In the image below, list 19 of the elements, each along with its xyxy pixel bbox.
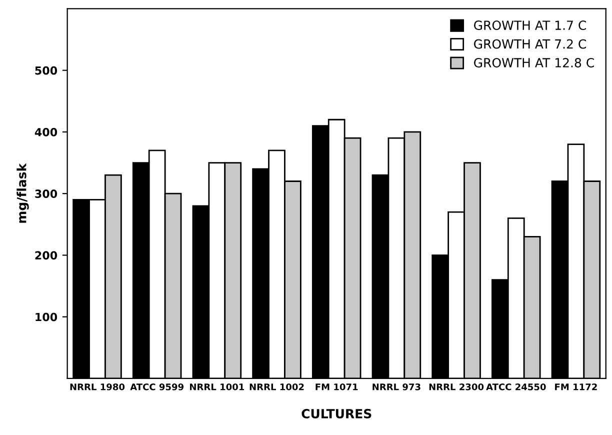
y-tick-label: 300 [35, 190, 58, 198]
y-tick-label: 100 [36, 312, 58, 322]
x-tick-label: ATCC 24550 [486, 383, 546, 390]
x-tick-label: NRRL 1001 [190, 383, 244, 390]
x-axis-title: CULTURES [302, 408, 372, 418]
x-tick-label: NRRL 973 [372, 383, 420, 390]
y-axis-title: mg/flask [16, 163, 29, 223]
x-tick-label: FM 1172 [555, 383, 597, 390]
y-tick-label: 400 [34, 128, 58, 136]
x-tick-label: NRRL 1980 [70, 383, 125, 390]
legend-label: GROWTH AT 1.7 C [474, 20, 586, 30]
y-tick-label: 200 [35, 251, 58, 260]
legend-label: GROWTH AT 7.2 C [474, 39, 586, 49]
legend-label: GROWTH AT 12.8 C [474, 58, 594, 68]
x-tick-label: NRRL 1002 [250, 383, 304, 390]
x-tick-label: ATCC 9599 [130, 383, 184, 390]
x-tick-label: NRRL 2300 [429, 383, 484, 390]
x-tick-label: FM 1071 [316, 383, 358, 390]
y-tick-label: 500 [35, 66, 58, 75]
